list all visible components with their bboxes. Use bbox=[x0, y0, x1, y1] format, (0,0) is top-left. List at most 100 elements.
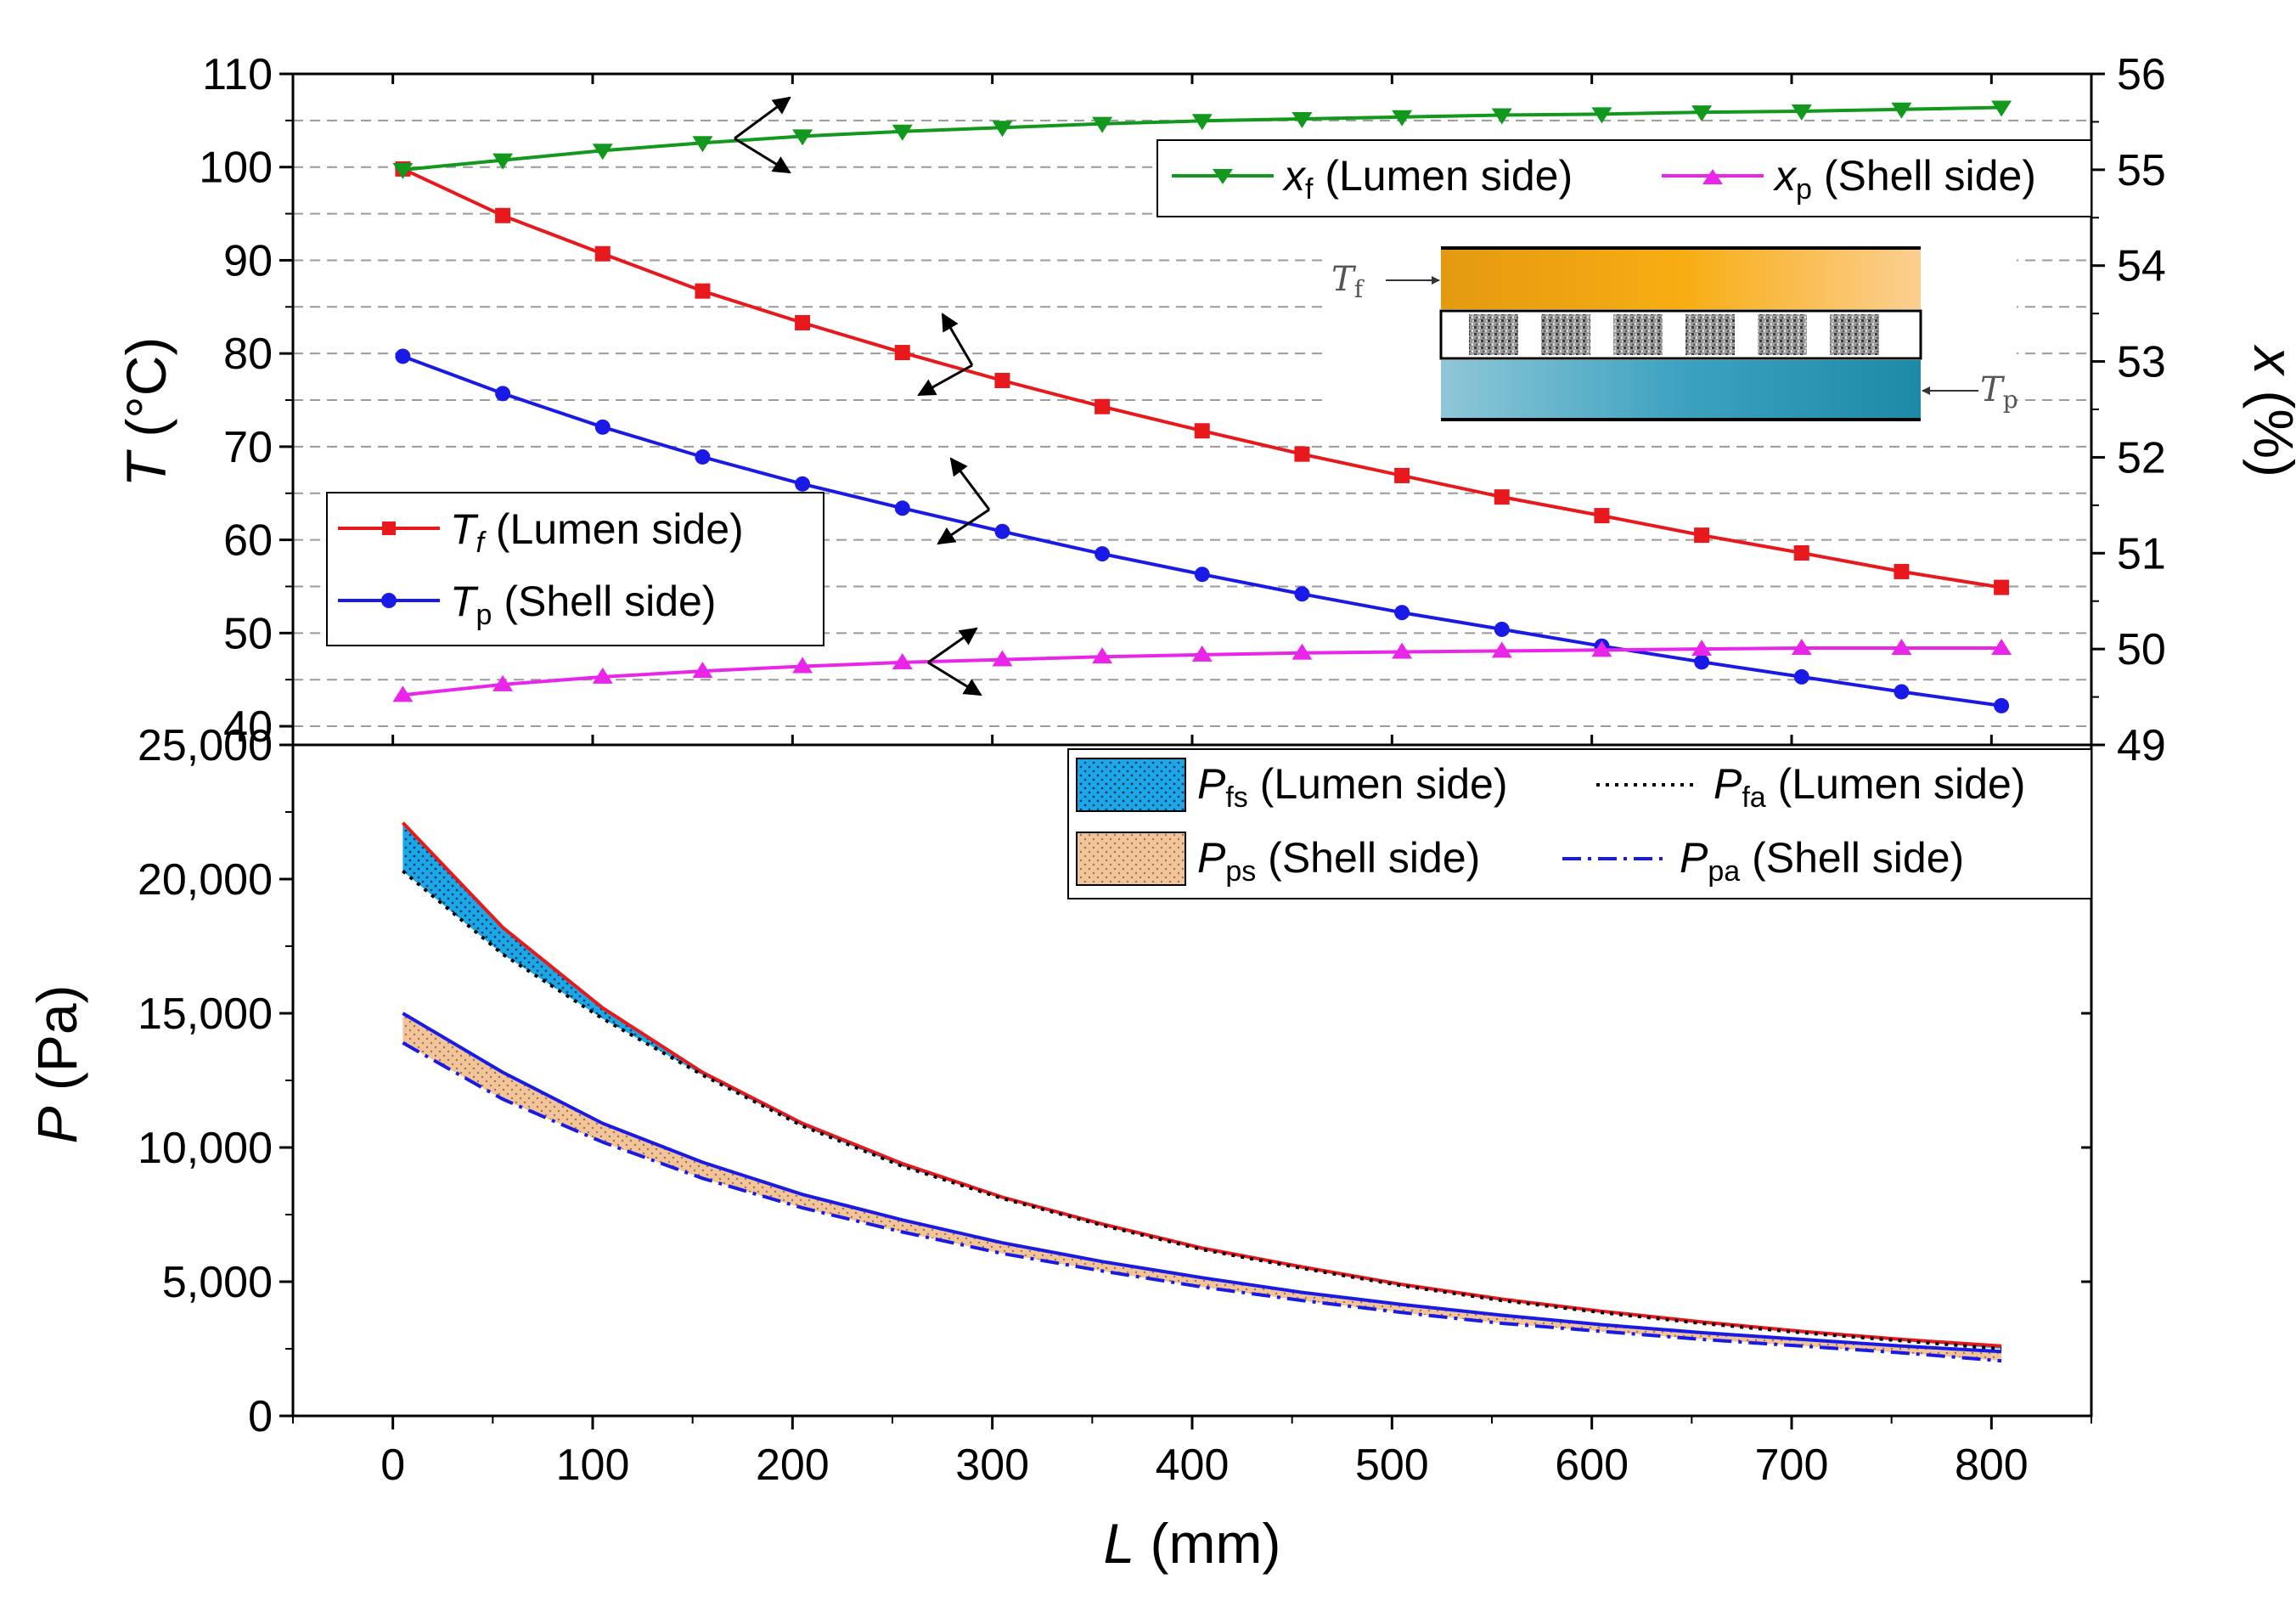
legend-label-xf: xf (Lumen side) bbox=[1282, 152, 1573, 206]
top-series bbox=[392, 100, 2012, 713]
data-point bbox=[1095, 546, 1111, 562]
arrow-icon bbox=[734, 137, 791, 174]
legend-marker-tf bbox=[382, 522, 396, 535]
data-point bbox=[1793, 544, 1809, 561]
legend-box bbox=[1156, 139, 2092, 217]
x-tick-label: 600 bbox=[1555, 1441, 1629, 1490]
data-point bbox=[1292, 643, 1313, 660]
data-point bbox=[1292, 112, 1313, 129]
y-tick-label: 15,000 bbox=[138, 990, 273, 1039]
data-point bbox=[1294, 446, 1310, 462]
y2-tick-label: 50 bbox=[2117, 625, 2166, 674]
data-point bbox=[1793, 668, 1809, 685]
arrow-icon bbox=[949, 457, 991, 510]
data-point bbox=[695, 448, 711, 465]
bottom-panel: 0 5,000 10,000 15,000 20,000 25,000 0 100 200 30… bbox=[25, 74, 2093, 1575]
data-point bbox=[1591, 640, 1612, 657]
data-point bbox=[1294, 586, 1310, 602]
y-tick-label: 40 bbox=[223, 702, 273, 752]
pressure-line-3 bbox=[402, 1041, 2002, 1363]
y-tick-label: 60 bbox=[223, 516, 273, 566]
data-point bbox=[1491, 641, 1512, 658]
data-point bbox=[1591, 107, 1612, 124]
data-point bbox=[1092, 116, 1113, 133]
data-point bbox=[1691, 640, 1713, 657]
x-tick-label: 800 bbox=[1955, 1441, 2029, 1490]
x-tick-label: 0 bbox=[380, 1441, 405, 1490]
y-tick-label: 25,000 bbox=[138, 721, 273, 770]
arrow-icon bbox=[734, 96, 791, 140]
data-point bbox=[495, 386, 511, 402]
y-tick-label: 5,000 bbox=[162, 1258, 273, 1307]
data-point bbox=[1594, 508, 1610, 524]
legend-marker-xf bbox=[1213, 169, 1233, 184]
data-point bbox=[695, 283, 711, 299]
data-point bbox=[1491, 108, 1512, 125]
feed-channel bbox=[1441, 250, 1921, 309]
x-tick-label: 500 bbox=[1355, 1441, 1429, 1490]
data-point bbox=[1191, 645, 1213, 662]
data-point bbox=[994, 372, 1010, 388]
data-point bbox=[692, 136, 713, 153]
legend-label-ppa: Ppa (Shell side) bbox=[1680, 834, 1964, 888]
data-point bbox=[594, 419, 611, 435]
legend-label-tp: Tp (Shell side) bbox=[450, 578, 716, 631]
data-point bbox=[692, 662, 713, 679]
data-point bbox=[1191, 114, 1213, 131]
x-tick-label: 400 bbox=[1156, 1441, 1230, 1490]
data-point bbox=[1394, 605, 1410, 621]
top-y2-axis-title: x (%) bbox=[2243, 344, 2296, 477]
x-axis-title: L (mm) bbox=[1104, 1512, 1281, 1575]
top-legend-T: Tf (Lumen side) Tp (Shell side) bbox=[326, 492, 824, 646]
data-point bbox=[1194, 567, 1210, 583]
y-tick-label: 100 bbox=[199, 144, 273, 193]
y-tick-label: 80 bbox=[223, 330, 273, 379]
axis-indicator-arrows bbox=[734, 96, 991, 696]
inset-label-tp: Tp bbox=[1980, 370, 2018, 414]
legend-marker-tp bbox=[381, 593, 397, 608]
data-point bbox=[1194, 423, 1210, 439]
data-point bbox=[892, 124, 913, 141]
y-tick-label: 110 bbox=[202, 50, 273, 99]
permeate-channel bbox=[1441, 360, 1921, 418]
data-point bbox=[1894, 684, 1910, 700]
data-point bbox=[1891, 639, 1912, 656]
top-y-axis-title: T (°C) bbox=[115, 337, 177, 488]
data-point bbox=[592, 667, 613, 684]
y-tick-label: 10,000 bbox=[138, 1124, 273, 1173]
data-point bbox=[892, 652, 913, 669]
pressure-line-0 bbox=[401, 821, 2002, 1348]
legend-swatch-pps bbox=[1076, 832, 1186, 886]
arrow-icon bbox=[937, 508, 990, 545]
data-point bbox=[594, 245, 611, 262]
legend-label-pfs: Pfs (Lumen side) bbox=[1197, 760, 1508, 814]
data-point bbox=[395, 348, 411, 364]
data-point bbox=[1494, 621, 1510, 637]
y2-tick-label: 53 bbox=[2117, 338, 2166, 387]
x-tick-label: 100 bbox=[556, 1441, 630, 1490]
top-right-axis: 49 50 51 52 53 54 55 56 bbox=[2091, 50, 2166, 770]
data-point bbox=[1994, 579, 2010, 595]
bottom-y-axis: 0 5,000 10,000 15,000 20,000 25,000 bbox=[138, 721, 2091, 1441]
area-lumen bbox=[402, 822, 2002, 1349]
data-point bbox=[1991, 100, 2012, 117]
data-point bbox=[492, 153, 514, 170]
data-point bbox=[894, 345, 910, 361]
area-shell bbox=[402, 1013, 2002, 1362]
legend-marker-xp bbox=[1702, 169, 1723, 184]
legend-label-xp: xp (Shell side) bbox=[1773, 152, 2036, 206]
y-tick-label: 20,000 bbox=[138, 855, 273, 905]
top-left-axis: 40 50 60 70 80 90 100 110 bbox=[199, 50, 293, 752]
legend-box bbox=[326, 492, 824, 646]
data-point bbox=[1494, 489, 1510, 505]
data-point bbox=[792, 129, 813, 146]
arrow-icon bbox=[927, 627, 978, 664]
bottom-areas bbox=[402, 822, 2002, 1362]
bottom-x-axis: 0 100 200 300 400 500 600 700 800 bbox=[292, 74, 2092, 1490]
data-point bbox=[994, 523, 1010, 539]
data-point bbox=[392, 685, 414, 702]
y2-tick-label: 51 bbox=[2117, 529, 2166, 578]
data-point bbox=[392, 162, 414, 179]
data-point bbox=[795, 314, 811, 330]
